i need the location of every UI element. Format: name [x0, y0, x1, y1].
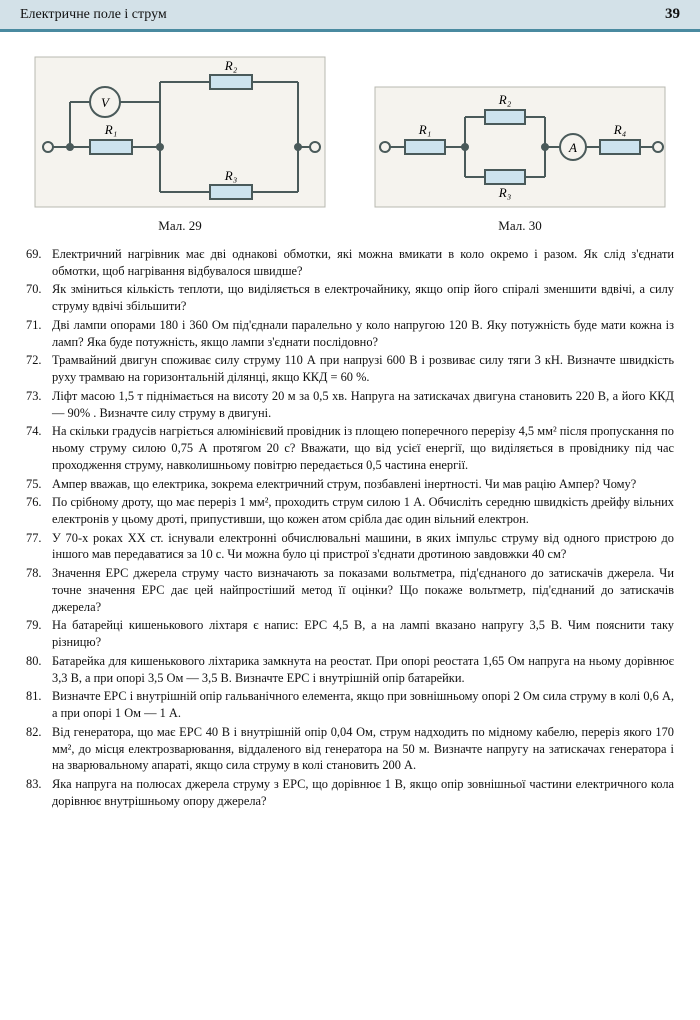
problem-number: 75.	[26, 476, 52, 493]
problem-text: Електричний нагрівник має дві однакові о…	[52, 246, 674, 279]
problem-number: 71.	[26, 317, 52, 350]
r3-label-30: R₃	[498, 185, 511, 200]
problem-text: Визначте ЕРС і внутрішній опір гальваніч…	[52, 688, 674, 721]
problem-item: 80.Батарейка для кишенькового ліхтарика …	[26, 653, 674, 686]
figure-29: V R₁ R₂ R₃ Мал. 29	[30, 52, 330, 234]
problem-number: 74.	[26, 423, 52, 473]
r1-label-29: R₁	[104, 122, 117, 137]
problem-text: Ампер вважав, що електрика, зокрема елек…	[52, 476, 674, 493]
problem-item: 78.Значення ЕРС джерела струму часто виз…	[26, 565, 674, 615]
problem-number: 70.	[26, 281, 52, 314]
r4-label-30: R₄	[613, 122, 627, 137]
problem-number: 69.	[26, 246, 52, 279]
problem-text: На батарейці кишенькового ліхтаря є напи…	[52, 617, 674, 650]
problem-text: Від генератора, що має ЕРС 40 В і внутрі…	[52, 724, 674, 774]
problem-item: 83.Яка напруга на полюсах джерела струму…	[26, 776, 674, 809]
problem-item: 69.Електричний нагрівник має дві однаков…	[26, 246, 674, 279]
problem-text: Дві лампи опорами 180 і 360 Ом під'єднал…	[52, 317, 674, 350]
chapter-title: Електричне поле і струм	[20, 7, 167, 23]
problem-item: 70.Як зміниться кількість теплоти, що ви…	[26, 281, 674, 314]
problem-text: Ліфт масою 1,5 т піднімається на висоту …	[52, 388, 674, 421]
problem-text: Трамвайний двигун споживає силу струму 1…	[52, 352, 674, 385]
r3-label-29: R₃	[224, 168, 237, 183]
problem-item: 81.Визначте ЕРС і внутрішній опір гальва…	[26, 688, 674, 721]
r1-label-30: R₁	[418, 122, 431, 137]
r2-label-29: R₂	[224, 58, 238, 73]
problem-item: 71.Дві лампи опорами 180 і 360 Ом під'єд…	[26, 317, 674, 350]
problem-number: 72.	[26, 352, 52, 385]
problem-item: 75.Ампер вважав, що електрика, зокрема е…	[26, 476, 674, 493]
problem-number: 83.	[26, 776, 52, 809]
problem-number: 77.	[26, 530, 52, 563]
problem-number: 79.	[26, 617, 52, 650]
problem-item: 76.По срібному дроту, що має переріз 1 м…	[26, 494, 674, 527]
page-number: 39	[665, 6, 680, 23]
r2-label-30: R₂	[498, 92, 512, 107]
problem-number: 80.	[26, 653, 52, 686]
problem-text: На скільки градусів нагріється алюмінієв…	[52, 423, 674, 473]
problem-text: Яка напруга на полюсах джерела струму з …	[52, 776, 674, 809]
problem-text: Як зміниться кількість теплоти, що виділ…	[52, 281, 674, 314]
problem-number: 73.	[26, 388, 52, 421]
page: Електричне поле і струм 39	[0, 0, 700, 1020]
page-header: Електричне поле і струм 39	[0, 0, 700, 32]
problem-item: 82.Від генератора, що має ЕРС 40 В і вну…	[26, 724, 674, 774]
problem-text: По срібному дроту, що має переріз 1 мм²,…	[52, 494, 674, 527]
problem-item: 79.На батарейці кишенькового ліхтаря є н…	[26, 617, 674, 650]
problem-number: 76.	[26, 494, 52, 527]
problem-text: Значення ЕРС джерела струму часто визнач…	[52, 565, 674, 615]
figure-29-caption: Мал. 29	[30, 218, 330, 234]
problem-text: У 70-х роках XX ст. існували електронні …	[52, 530, 674, 563]
problem-text: Батарейка для кишенькового ліхтарика зам…	[52, 653, 674, 686]
ammeter-label: A	[568, 140, 577, 155]
problem-number: 81.	[26, 688, 52, 721]
problem-item: 74.На скільки градусів нагріється алюмін…	[26, 423, 674, 473]
problem-number: 78.	[26, 565, 52, 615]
problem-item: 77.У 70-х роках XX ст. існували електрон…	[26, 530, 674, 563]
figure-30-caption: Мал. 30	[370, 218, 670, 234]
problem-item: 73.Ліфт масою 1,5 т піднімається на висо…	[26, 388, 674, 421]
circuit-30-svg: R₁ R₂ R₃ R₄ A	[370, 82, 670, 212]
problem-item: 72.Трамвайний двигун споживає силу струм…	[26, 352, 674, 385]
problem-number: 82.	[26, 724, 52, 774]
figure-30: R₁ R₂ R₃ R₄ A Мал. 30	[370, 82, 670, 234]
figures-row: V R₁ R₂ R₃ Мал. 29	[0, 32, 700, 240]
problems-list: 69.Електричний нагрівник має дві однаков…	[0, 240, 700, 822]
circuit-29-svg: V R₁ R₂ R₃	[30, 52, 330, 212]
